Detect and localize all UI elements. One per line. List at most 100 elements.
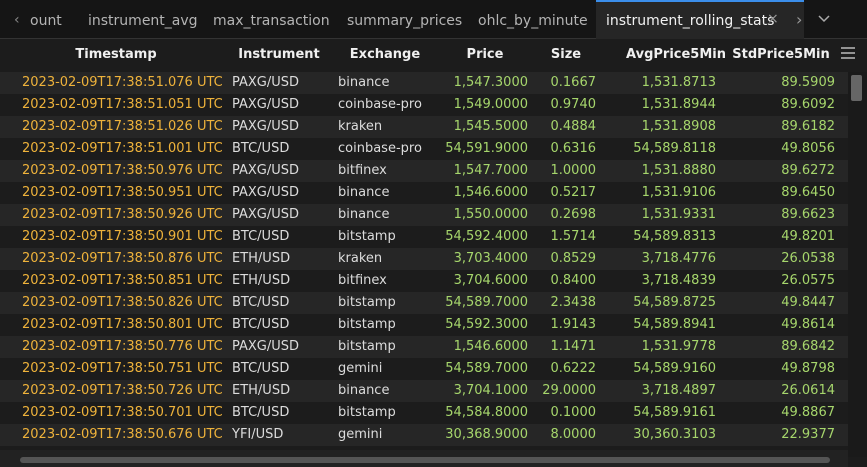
table-cell: 3,718.4897 — [641, 383, 716, 398]
table-cell: 1.5714 — [550, 229, 597, 244]
table-cell: ETH/USD — [232, 273, 291, 288]
table-cell: 1,546.6000 — [453, 185, 528, 200]
table-cell: ETH/USD — [232, 383, 291, 398]
table-row — [0, 270, 848, 292]
table-cell: 49.8867 — [781, 405, 835, 420]
table-cell: binance — [338, 383, 390, 398]
table-row — [0, 424, 848, 446]
table-cell: 2023-02-09T17:38:50.776 UTC — [22, 339, 223, 354]
dropdown-icon[interactable] — [817, 14, 831, 24]
table-cell: 3,704.1000 — [453, 383, 528, 398]
tab[interactable]: instrument_rolling_stats — [596, 0, 805, 40]
table-cell: 1.0000 — [550, 163, 597, 178]
table-cell: 1,547.3000 — [453, 75, 528, 90]
column-header[interactable]: Size — [550, 47, 582, 62]
table-row — [0, 138, 848, 160]
table-cell: 0.1667 — [550, 75, 597, 90]
table-cell: 1.9143 — [550, 317, 597, 332]
table-row — [0, 248, 848, 270]
table-row — [0, 116, 848, 138]
table-cell: 1,531.9331 — [641, 207, 716, 222]
table-cell: binance — [338, 185, 390, 200]
table-cell: 2.3438 — [550, 295, 597, 310]
scroll-right-icon[interactable]: › — [796, 10, 803, 29]
table-row — [0, 182, 848, 204]
close-tab-icon[interactable]: × — [767, 11, 779, 27]
table-cell: 22.9377 — [781, 427, 835, 442]
table-cell: 26.0614 — [781, 383, 835, 398]
table-row — [0, 314, 848, 336]
table-cell: 89.6182 — [781, 119, 835, 134]
column-header[interactable]: StdPrice5Min — [732, 47, 830, 62]
table-cell: YFI/USD — [232, 427, 284, 442]
table-cell: kraken — [338, 251, 383, 266]
table-cell: BTC/USD — [232, 141, 290, 156]
table-row — [0, 380, 848, 402]
table-cell: 2023-02-09T17:38:50.676 UTC — [22, 427, 223, 442]
table-cell: bitstamp — [338, 317, 396, 332]
vertical-scrollbar — [848, 72, 867, 457]
table-cell: 2023-02-09T17:38:50.876 UTC — [22, 251, 223, 266]
table-cell: 0.6222 — [550, 361, 597, 376]
table-cell: 0.5217 — [550, 185, 597, 200]
table-cell: 89.6623 — [781, 207, 835, 222]
table-cell: binance — [338, 75, 390, 90]
table-cell: 89.5909 — [781, 75, 835, 90]
table-cell: 2023-02-09T17:38:50.851 UTC — [22, 273, 223, 288]
table-cell: bitfinex — [338, 163, 387, 178]
table-cell: 1,531.8944 — [641, 97, 716, 112]
table-cell: 2023-02-09T17:38:50.926 UTC — [22, 207, 223, 222]
scrollbar-thumb[interactable] — [20, 457, 830, 463]
table-cell: PAXG/USD — [232, 185, 300, 200]
table-cell: 1,550.0000 — [453, 207, 528, 222]
table-cell: PAXG/USD — [232, 75, 300, 90]
table-cell: 29.0000 — [542, 383, 596, 398]
table-cell: 2023-02-09T17:38:50.726 UTC — [22, 383, 223, 398]
column-header[interactable]: Timestamp — [75, 47, 157, 62]
table-cell: 8.0000 — [550, 427, 597, 442]
table-cell: 1.1471 — [550, 339, 597, 354]
table-cell: 89.6842 — [781, 339, 835, 354]
table-cell: 30,368.9000 — [445, 427, 528, 442]
table-row — [0, 94, 848, 116]
table-cell: PAXG/USD — [232, 207, 300, 222]
table-cell: 54,589.9160 — [633, 361, 716, 376]
table-cell: bitfinex — [338, 273, 387, 288]
table-cell: 1,531.8713 — [641, 75, 716, 90]
table-cell: 2023-02-09T17:38:50.901 UTC — [22, 229, 223, 244]
tab[interactable]: ount — [30, 13, 62, 29]
table-cell: PAXG/USD — [232, 97, 300, 112]
table-cell: 49.8798 — [781, 361, 835, 376]
menu-icon[interactable] — [840, 46, 856, 60]
column-header[interactable]: Price — [466, 47, 504, 62]
tab[interactable]: ohlc_by_minute — [478, 13, 588, 29]
tab[interactable]: max_transaction — [213, 13, 330, 29]
table-row — [0, 292, 848, 314]
table-row — [0, 402, 848, 424]
table-row — [0, 336, 848, 358]
column-header[interactable]: Exchange — [349, 47, 421, 62]
table-cell: 54,589.8725 — [633, 295, 716, 310]
table-cell: 1,549.0000 — [453, 97, 528, 112]
table-cell: 54,589.9161 — [633, 405, 716, 420]
column-header[interactable]: AvgPrice5Min — [626, 47, 726, 62]
table-cell: 2023-02-09T17:38:51.001 UTC — [22, 141, 223, 156]
table-cell: 0.1000 — [550, 405, 597, 420]
table-cell: 54,589.7000 — [445, 361, 528, 376]
table-row — [0, 226, 848, 248]
table-cell: 54,589.8313 — [633, 229, 716, 244]
table-cell: ETH/USD — [232, 251, 291, 266]
scrollbar-thumb[interactable] — [851, 75, 862, 101]
table-cell: bitstamp — [338, 229, 396, 244]
table-cell: gemini — [338, 427, 383, 442]
column-header[interactable]: Instrument — [238, 47, 320, 62]
table-cell: PAXG/USD — [232, 339, 300, 354]
tab[interactable]: summary_prices — [347, 13, 463, 29]
table-cell: gemini — [338, 361, 383, 376]
table-cell: 3,718.4776 — [641, 251, 716, 266]
tab[interactable]: instrument_avg — [88, 13, 198, 29]
scroll-left-icon[interactable]: ‹ — [14, 12, 20, 28]
table-cell: BTC/USD — [232, 405, 290, 420]
table-cell: 1,531.9106 — [641, 185, 716, 200]
